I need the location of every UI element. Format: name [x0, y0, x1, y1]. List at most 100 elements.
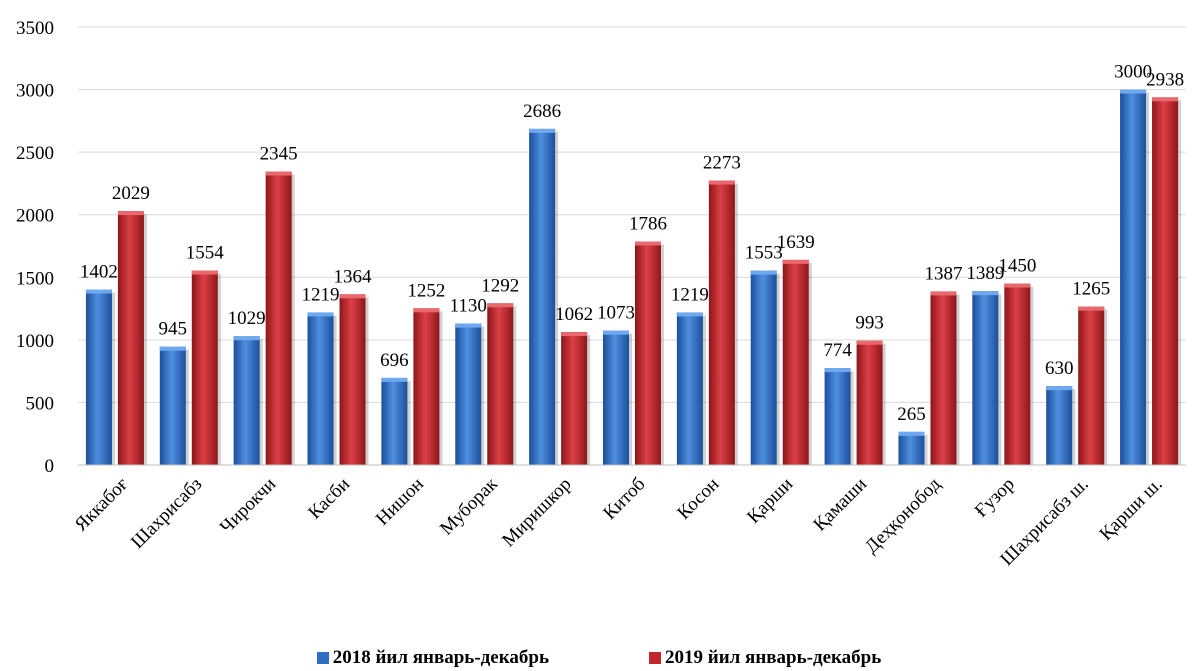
- bar: [750, 270, 777, 465]
- data-label: 1786: [629, 213, 667, 234]
- bar-top-bevel: [191, 270, 218, 275]
- bar: [265, 171, 292, 466]
- y-tick-label: 2000: [16, 206, 54, 227]
- x-tick-label: Шахрисабз: [127, 474, 206, 553]
- data-label: 1402: [80, 262, 118, 283]
- data-label: 1219: [302, 284, 340, 305]
- bar: [856, 340, 883, 465]
- y-tick-label: 3500: [16, 18, 54, 39]
- data-label: 3000: [1114, 62, 1152, 83]
- x-tick-label: Китоб: [599, 474, 649, 524]
- bar: [1078, 306, 1105, 465]
- bar: [708, 180, 735, 465]
- data-label: 1062: [555, 304, 593, 325]
- data-label: 1130: [450, 296, 487, 317]
- bar: [1004, 283, 1031, 465]
- bar: [561, 332, 588, 465]
- x-tick-label: Миришкор: [498, 474, 576, 552]
- bar-top-bevel: [635, 241, 661, 246]
- bar-top-bevel: [1004, 283, 1031, 288]
- data-label: 2686: [523, 101, 561, 122]
- bar: [85, 289, 112, 465]
- x-tick-label: Қамаши: [809, 474, 871, 536]
- data-label: 2345: [260, 144, 298, 165]
- y-tick-label: 1500: [16, 268, 54, 289]
- bar: [413, 308, 440, 465]
- data-label: 993: [855, 313, 884, 334]
- data-label: 945: [159, 319, 188, 340]
- bar-top-bevel: [455, 323, 482, 328]
- bar-top-bevel: [1120, 89, 1147, 94]
- bar-top-bevel: [307, 312, 334, 317]
- bar: [930, 291, 957, 465]
- bar-top-bevel: [381, 377, 408, 382]
- data-label: 2029: [112, 183, 150, 204]
- bar: [972, 291, 999, 465]
- x-tick-label: Деҳқонобод: [861, 473, 945, 557]
- legend-item-series-2: 2019 йил январь-декабрь: [649, 647, 881, 669]
- bar: [455, 323, 482, 465]
- bar: [117, 211, 144, 465]
- data-label: 1364: [334, 266, 373, 287]
- bar-top-bevel: [708, 180, 735, 185]
- bar-top-bevel: [85, 289, 112, 294]
- data-label: 1639: [777, 232, 815, 253]
- bar: [529, 128, 556, 466]
- legend-swatch-series-2: [649, 652, 661, 664]
- x-tick-label: Чирокчи: [216, 474, 280, 538]
- data-label: 1553: [745, 243, 783, 264]
- bar-top-bevel: [972, 291, 999, 296]
- bar-top-bevel: [782, 259, 809, 264]
- bar: [487, 303, 514, 465]
- data-label: 1219: [671, 284, 709, 305]
- bar-top-bevel: [339, 294, 366, 299]
- data-label: 1387: [924, 263, 962, 284]
- data-label: 1292: [481, 275, 519, 296]
- bar-top-bevel: [233, 336, 260, 341]
- bar-chart: 0 500 1000 1500 2000 2500 3000 3500 1402 2029 945…: [16, 18, 1186, 570]
- gridlines: [78, 26, 1186, 466]
- x-tick-label: Косон: [673, 474, 723, 524]
- y-tick-label: 2500: [16, 143, 54, 164]
- y-tick-label: 3000: [16, 81, 54, 102]
- legend: 2018 йил январь-декабрь 2019 йил январь-…: [0, 645, 1198, 671]
- bars: [85, 89, 1182, 466]
- bar-top-bevel: [603, 330, 629, 335]
- bar: [676, 312, 703, 465]
- bar-top-bevel: [159, 346, 186, 351]
- bar: [381, 377, 408, 465]
- bar-top-bevel: [561, 332, 588, 337]
- data-labels: 1402202994515541029234512191364696125211…: [80, 62, 1184, 425]
- bar: [339, 294, 366, 465]
- bar-top-bevel: [529, 128, 556, 133]
- legend-item-series-1: 2018 йил январь-декабрь: [316, 647, 549, 669]
- bar: [824, 368, 851, 465]
- y-tick-label: 1000: [16, 331, 54, 352]
- bar-top-bevel: [824, 368, 851, 373]
- bar: [159, 346, 186, 465]
- bar: [635, 241, 661, 465]
- bar-top-bevel: [856, 340, 883, 345]
- bar: [191, 270, 218, 465]
- bar: [233, 336, 260, 465]
- bar: [307, 312, 334, 465]
- y-tick-label: 0: [45, 456, 55, 477]
- bar-top-bevel: [117, 211, 144, 216]
- data-label: 1252: [407, 280, 445, 301]
- x-tick-label: Қарши: [743, 474, 797, 528]
- bar: [1120, 89, 1147, 466]
- bar: [603, 330, 629, 465]
- legend-label-series-1: 2018 йил январь-декабрь: [332, 647, 549, 668]
- bar-top-bevel: [750, 270, 777, 275]
- data-label: 1389: [966, 263, 1004, 284]
- bar-top-bevel: [413, 308, 440, 313]
- data-label: 696: [380, 350, 409, 371]
- bar-top-bevel: [930, 291, 957, 296]
- bar-top-bevel: [1152, 97, 1179, 102]
- bar-top-bevel: [1078, 306, 1105, 311]
- legend-label-series-2: 2019 йил январь-декабрь: [665, 647, 882, 668]
- bar: [1046, 386, 1073, 465]
- x-tick-label: Касби: [304, 474, 354, 524]
- bar-top-bevel: [898, 431, 925, 436]
- data-label: 774: [823, 340, 852, 361]
